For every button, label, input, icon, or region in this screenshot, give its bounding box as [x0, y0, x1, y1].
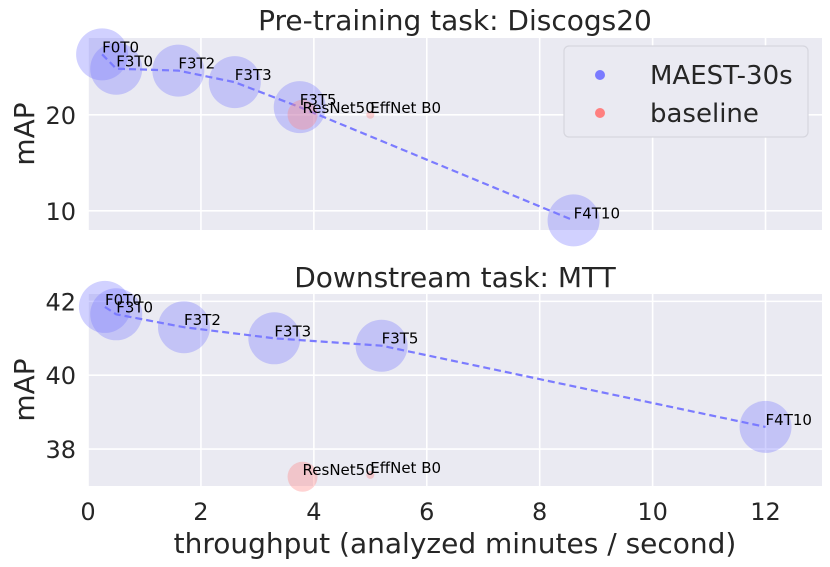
point-label: ResNet50: [303, 461, 375, 479]
top-points: [76, 28, 600, 247]
bottom-plot-area: [88, 294, 822, 486]
point-label: F3T5: [300, 91, 337, 109]
y-tick-label: 42: [45, 288, 76, 316]
legend-box: [563, 45, 809, 138]
point-label: F3T0: [116, 53, 153, 71]
legend: MAEST-30s baseline: [563, 45, 809, 138]
maest-point: [208, 56, 261, 109]
x-axis-label: throughput (analyzed minutes / second): [174, 527, 737, 560]
baseline-point: [366, 470, 375, 479]
point-label: F3T3: [274, 322, 311, 340]
x-tick-label: 10: [637, 498, 668, 526]
maest-point: [76, 28, 129, 81]
point-label: EffNet B0: [370, 459, 441, 477]
maest-point: [78, 280, 131, 333]
x-tick-label: 0: [80, 498, 95, 526]
baseline-point: [287, 461, 318, 492]
baseline-point: [287, 99, 318, 130]
y-tick-label: 10: [45, 198, 76, 226]
legend-marker: [595, 70, 605, 80]
point-label: ResNet50: [303, 99, 375, 117]
maest-point: [90, 42, 143, 95]
maest-trend-line: [104, 305, 766, 428]
maest-trend-line: [101, 53, 575, 222]
bottom-x-ticks: 0 2 4 6 8 10 12: [80, 498, 780, 526]
bottom-points: [78, 280, 792, 492]
maest-point: [90, 288, 143, 341]
legend-marker: [595, 108, 605, 118]
point-label: F3T2: [178, 55, 215, 73]
maest-point: [273, 81, 326, 134]
bottom-y-ticks: 38 40 42: [45, 288, 76, 464]
legend-entry-label: baseline: [650, 99, 759, 129]
maest-point: [248, 312, 301, 365]
bottom-y-axis-label: mAP: [8, 358, 41, 421]
top-title: Pre-training task: Discogs20: [258, 4, 652, 37]
x-tick-label: 12: [750, 498, 781, 526]
top-series-line: [101, 53, 575, 222]
point-label: F3T0: [116, 298, 153, 316]
bottom-series-line: [104, 305, 766, 428]
point-label: F3T2: [184, 311, 221, 329]
point-label: F3T5: [382, 330, 419, 348]
x-tick-label: 4: [306, 498, 321, 526]
y-tick-label: 38: [45, 436, 76, 464]
point-label: F0T0: [105, 291, 142, 309]
top-y-ticks: 10 20: [45, 102, 76, 226]
baseline-point: [366, 110, 375, 119]
x-tick-label: 6: [419, 498, 434, 526]
maest-point: [355, 319, 408, 372]
maest-point: [152, 44, 205, 97]
legend-entry-label: MAEST-30s: [650, 61, 793, 91]
maest-point: [157, 301, 210, 354]
point-label: F4T10: [574, 204, 620, 222]
maest-point: [547, 194, 600, 247]
y-tick-label: 40: [45, 362, 76, 390]
point-label: F4T10: [766, 411, 812, 429]
bottom-gridlines: [87, 294, 822, 486]
maest-point: [739, 400, 792, 453]
point-label: EffNet B0: [370, 99, 441, 117]
x-tick-label: 8: [532, 498, 547, 526]
top-y-axis-label: mAP: [8, 102, 41, 165]
y-tick-label: 20: [45, 102, 76, 130]
bottom-title: Downstream task: MTT: [294, 261, 616, 294]
x-tick-label: 2: [193, 498, 208, 526]
point-label: F3T3: [235, 66, 272, 84]
point-label: F0T0: [102, 38, 139, 56]
